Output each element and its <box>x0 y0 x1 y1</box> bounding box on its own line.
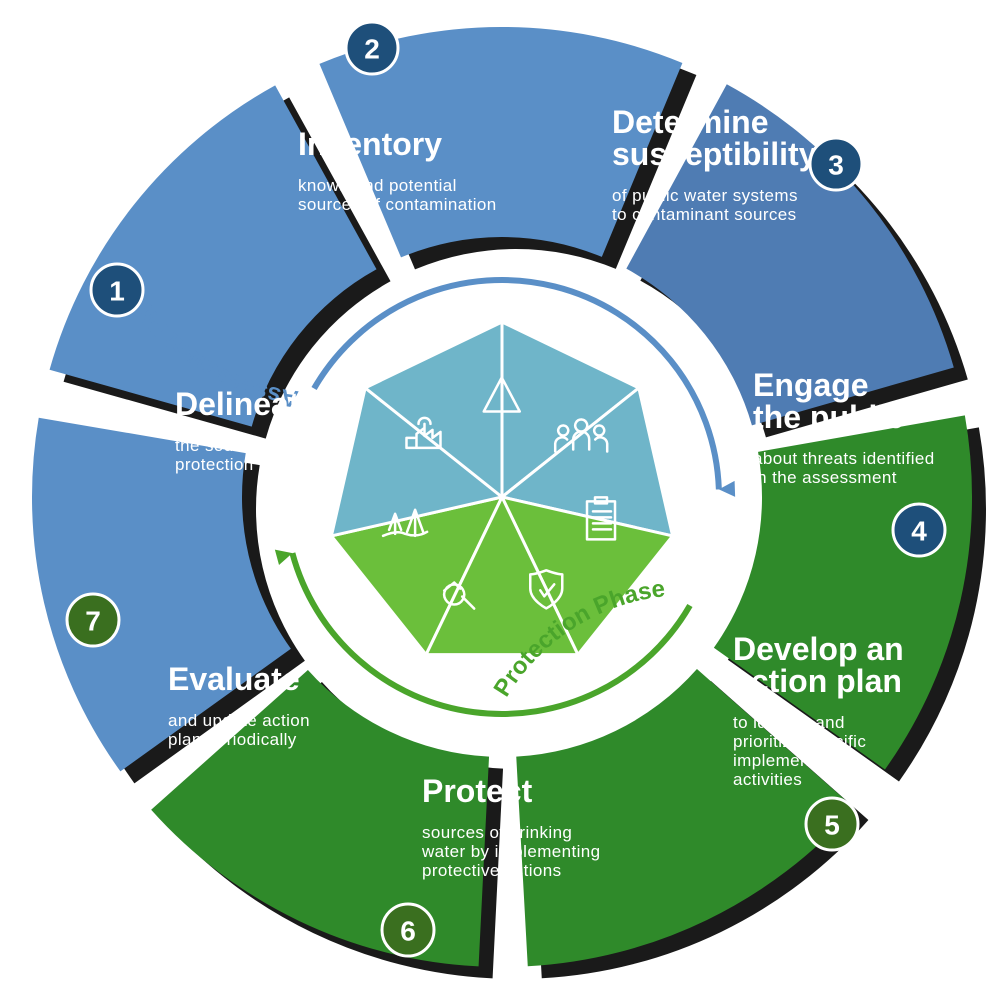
segment-sub-line: implementation <box>733 751 854 770</box>
segment-title-line: Develop an <box>733 631 904 667</box>
segment-sub-line: and update action <box>168 711 310 730</box>
segment-sub-line: prioritize specific <box>733 732 866 751</box>
segment-title-line: Protect <box>422 773 533 809</box>
segment-title-line: Evaluate <box>168 661 300 697</box>
segment-title-line: action plan <box>733 663 902 699</box>
diagram-container: Assessment PhaseProtection PhaseDelineat… <box>0 0 1004 995</box>
segment-title-line: Delineate <box>175 386 317 422</box>
segment-sub-line: sources of contamination <box>298 195 497 214</box>
badge-2: 2 <box>346 22 398 74</box>
segment-sub-line: protective actions <box>422 861 562 880</box>
segment-sub-line: the source water <box>175 436 307 455</box>
badge-number: 4 <box>911 516 927 547</box>
segment-3-text: Determinesusceptibility of public water s… <box>612 104 817 224</box>
badge-7: 7 <box>67 594 119 646</box>
segment-sub-line: water by implementing <box>421 842 600 861</box>
segment-title-line: susceptibility <box>612 136 817 172</box>
badge-number: 1 <box>109 276 125 307</box>
segment-sub-line: to contaminant sources <box>612 205 797 224</box>
badge-number: 2 <box>364 34 380 65</box>
segment-sub-line: sources of drinking <box>422 823 572 842</box>
segment-sub-line: activities <box>733 770 802 789</box>
segment-title-line: Determine <box>612 104 769 140</box>
badge-3: 3 <box>810 138 862 190</box>
cycle-diagram: Assessment PhaseProtection PhaseDelineat… <box>0 0 1004 995</box>
badge-5: 5 <box>806 798 858 850</box>
badge-number: 5 <box>824 810 840 841</box>
segment-title-line: the public <box>753 399 904 435</box>
segment-sub-line: in the assessment <box>753 468 897 487</box>
segment-sub-line: protection area <box>175 455 295 474</box>
segment-sub-line: to identify and <box>733 713 845 732</box>
segment-sub-line: of public water systems <box>612 186 798 205</box>
protection-arrowhead <box>275 550 293 565</box>
badge-number: 7 <box>85 606 101 637</box>
segment-title-line: Inventory <box>298 126 442 162</box>
segment-sub-line: known and potential <box>298 176 457 195</box>
badge-4: 4 <box>893 504 945 556</box>
badge-6: 6 <box>382 904 434 956</box>
segment-sub-line: about threats identified <box>753 449 935 468</box>
badge-number: 6 <box>400 916 416 947</box>
badge-1: 1 <box>91 264 143 316</box>
segment-title-line: Engage <box>753 367 869 403</box>
segment-sub-line: plan periodically <box>168 730 297 749</box>
badge-number: 3 <box>828 150 844 181</box>
